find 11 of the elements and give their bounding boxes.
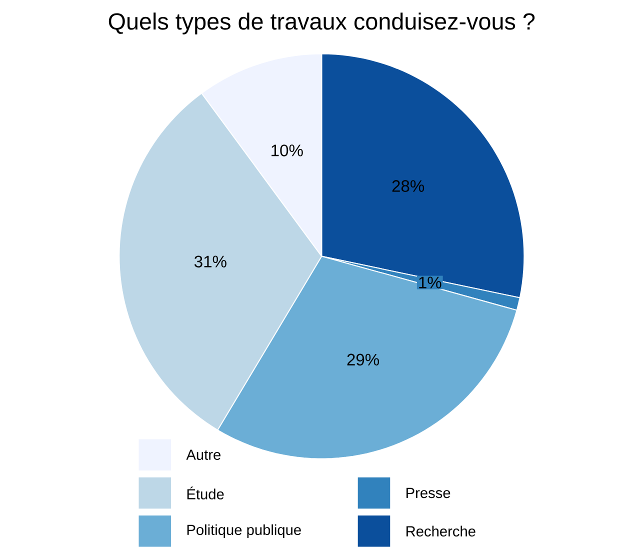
data-label: 10% xyxy=(272,144,303,156)
data-label: 29% xyxy=(347,354,380,366)
data-label: 1% xyxy=(419,276,442,288)
legend-label: Presse xyxy=(406,488,450,498)
data-label: 28% xyxy=(392,180,424,192)
legend-label: Étude xyxy=(187,486,224,500)
legend-label: Politique publique xyxy=(187,524,301,538)
legend-label: Recherche xyxy=(406,526,476,537)
legend-label: Autre xyxy=(186,450,220,460)
chart-title: Quels types de travaux conduisez-vous ? xyxy=(108,12,535,34)
data-label: 31% xyxy=(194,256,226,268)
